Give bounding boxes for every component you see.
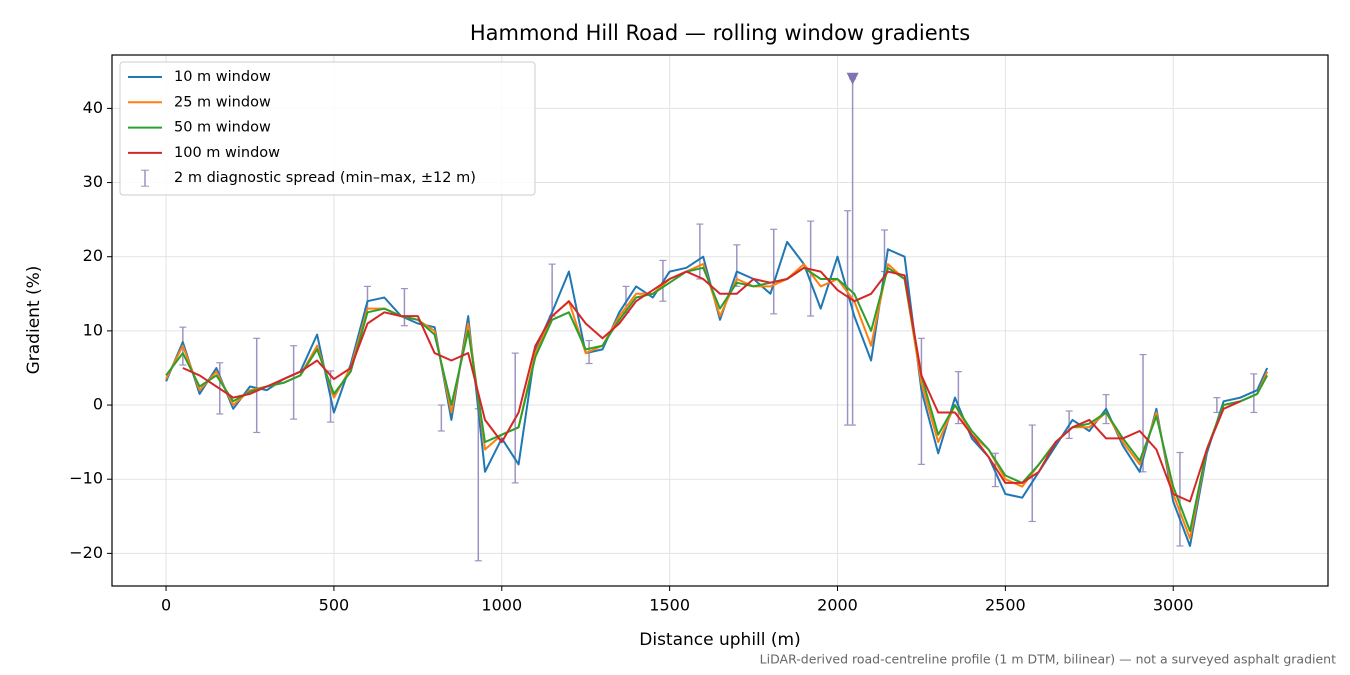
x-tick-label: 2000 xyxy=(817,596,858,615)
y-tick-label: 10 xyxy=(83,320,103,339)
x-tick-label: 1500 xyxy=(649,596,690,615)
legend-label: 25 m window xyxy=(174,94,271,110)
y-tick-label: 20 xyxy=(83,246,103,265)
x-axis-label: Distance uphill (m) xyxy=(639,630,800,650)
series-line xyxy=(182,266,1241,503)
y-tick-label: −20 xyxy=(69,543,103,562)
legend-label: 50 m window xyxy=(174,120,271,136)
legend-box xyxy=(119,61,536,196)
x-tick-label: 3000 xyxy=(1153,596,1194,615)
y-tick-label: 30 xyxy=(83,172,103,191)
plot-frame xyxy=(111,54,1329,587)
clip-marker xyxy=(846,72,859,85)
y-tick-label: 40 xyxy=(83,98,103,117)
x-tick-label: 0 xyxy=(161,596,171,615)
y-tick-label: 0 xyxy=(93,395,103,414)
legend-label: 10 m window xyxy=(174,69,271,85)
series-line xyxy=(165,240,1269,547)
x-tick-label: 2500 xyxy=(985,596,1026,615)
legend-label: 100 m window xyxy=(174,145,280,161)
x-tick-label: 1000 xyxy=(481,596,522,615)
x-tick-label: 500 xyxy=(319,596,350,615)
y-axis-label: Gradient (%) xyxy=(24,266,44,375)
y-tick-label: −10 xyxy=(69,469,103,488)
footnote: LiDAR-derived road-centreline profile (1… xyxy=(760,652,1336,667)
legend-label: 2 m diagnostic spread (min–max, ±12 m) xyxy=(174,170,476,186)
legend: 10 m window 25 m window 50 m window 100 m w… xyxy=(119,61,536,196)
chart-title: Hammond Hill Road — rolling window gradi… xyxy=(470,21,970,45)
series-line xyxy=(165,266,1269,533)
